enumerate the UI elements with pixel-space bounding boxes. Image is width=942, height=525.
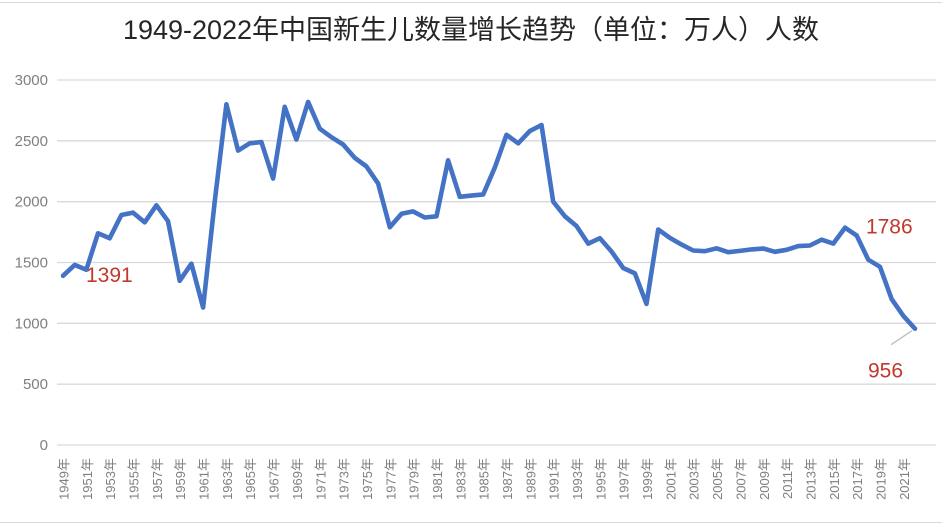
x-axis-tick-label: 1959年 bbox=[173, 458, 188, 500]
y-axis-tick-label: 2500 bbox=[15, 133, 48, 150]
y-axis-tick-label: 1500 bbox=[15, 255, 48, 272]
x-axis-tick-label: 2019年 bbox=[873, 458, 888, 500]
x-axis-tick-label: 2005年 bbox=[710, 458, 725, 500]
x-axis-tick-label: 2011年 bbox=[780, 458, 795, 499]
x-axis-tick-label: 1971年 bbox=[313, 458, 328, 500]
x-axis-tick-label: 1951年 bbox=[80, 458, 95, 500]
x-axis-tick-label: 1957年 bbox=[150, 458, 165, 500]
x-axis-tick-label: 1991年 bbox=[547, 458, 562, 500]
annotation-1786: 1786 bbox=[866, 216, 913, 239]
x-axis-tick-label: 1977年 bbox=[383, 458, 398, 500]
y-axis-tick-label: 0 bbox=[40, 437, 48, 454]
x-axis-tick-label: 1965年 bbox=[243, 458, 258, 500]
trend-line bbox=[60, 99, 918, 332]
x-axis-tick-label: 1979年 bbox=[407, 458, 422, 500]
x-axis-tick-label: 2009年 bbox=[757, 458, 772, 500]
x-axis-tick-label: 1993年 bbox=[570, 458, 585, 500]
x-axis-tick-label: 1999年 bbox=[640, 458, 655, 500]
x-axis-tick-label: 1953年 bbox=[103, 458, 118, 500]
x-axis-tick-label: 2015年 bbox=[827, 458, 842, 500]
x-axis-tick-label: 1961年 bbox=[197, 458, 212, 500]
x-axis-tick-label: 1987年 bbox=[500, 458, 515, 500]
x-axis-tick-label: 2013年 bbox=[803, 458, 818, 500]
y-axis-tick-label: 1000 bbox=[15, 315, 48, 332]
page-bottom-border bbox=[0, 522, 942, 523]
x-axis-tick-label: 1949年 bbox=[57, 458, 72, 500]
annotation-1391: 1391 bbox=[86, 264, 133, 287]
x-axis-tick-label: 1995年 bbox=[593, 458, 608, 500]
page-top-border bbox=[0, 2, 942, 3]
x-axis-tick-label: 1969年 bbox=[290, 458, 305, 500]
x-axis-tick-label: 1955年 bbox=[127, 458, 142, 500]
x-axis-tick-label: 1983年 bbox=[453, 458, 468, 500]
chart-title: 1949-2022年中国新生儿数量增长趋势（单位：万人）人数 bbox=[122, 15, 820, 45]
x-axis-tick-label: 1967年 bbox=[267, 458, 282, 500]
annotation-956: 956 bbox=[868, 360, 903, 383]
x-axis-tick-label: 2001年 bbox=[663, 458, 678, 500]
x-axis-tick-label: 1997年 bbox=[617, 458, 632, 500]
y-axis-tick-label: 500 bbox=[23, 376, 48, 393]
x-axis-tick-label: 2003年 bbox=[687, 458, 702, 500]
x-axis-tick-label: 1973年 bbox=[337, 458, 352, 500]
x-axis-tick-label: 1975年 bbox=[360, 458, 375, 500]
leader-line bbox=[890, 330, 913, 346]
x-axis-tick-label: 1989年 bbox=[523, 458, 538, 500]
y-axis-tick-label: 2000 bbox=[15, 194, 48, 211]
x-axis-tick-label: 1985年 bbox=[477, 458, 492, 500]
x-axis-tick-label: 1981年 bbox=[430, 458, 445, 500]
x-axis-tick-label: 2017年 bbox=[850, 458, 865, 500]
x-axis-tick-label: 1963年 bbox=[220, 458, 235, 500]
x-axis-tick-label: 2007年 bbox=[733, 458, 748, 500]
y-axis-tick-label: 3000 bbox=[15, 72, 48, 89]
x-axis-tick-label: 2021年 bbox=[897, 458, 912, 500]
